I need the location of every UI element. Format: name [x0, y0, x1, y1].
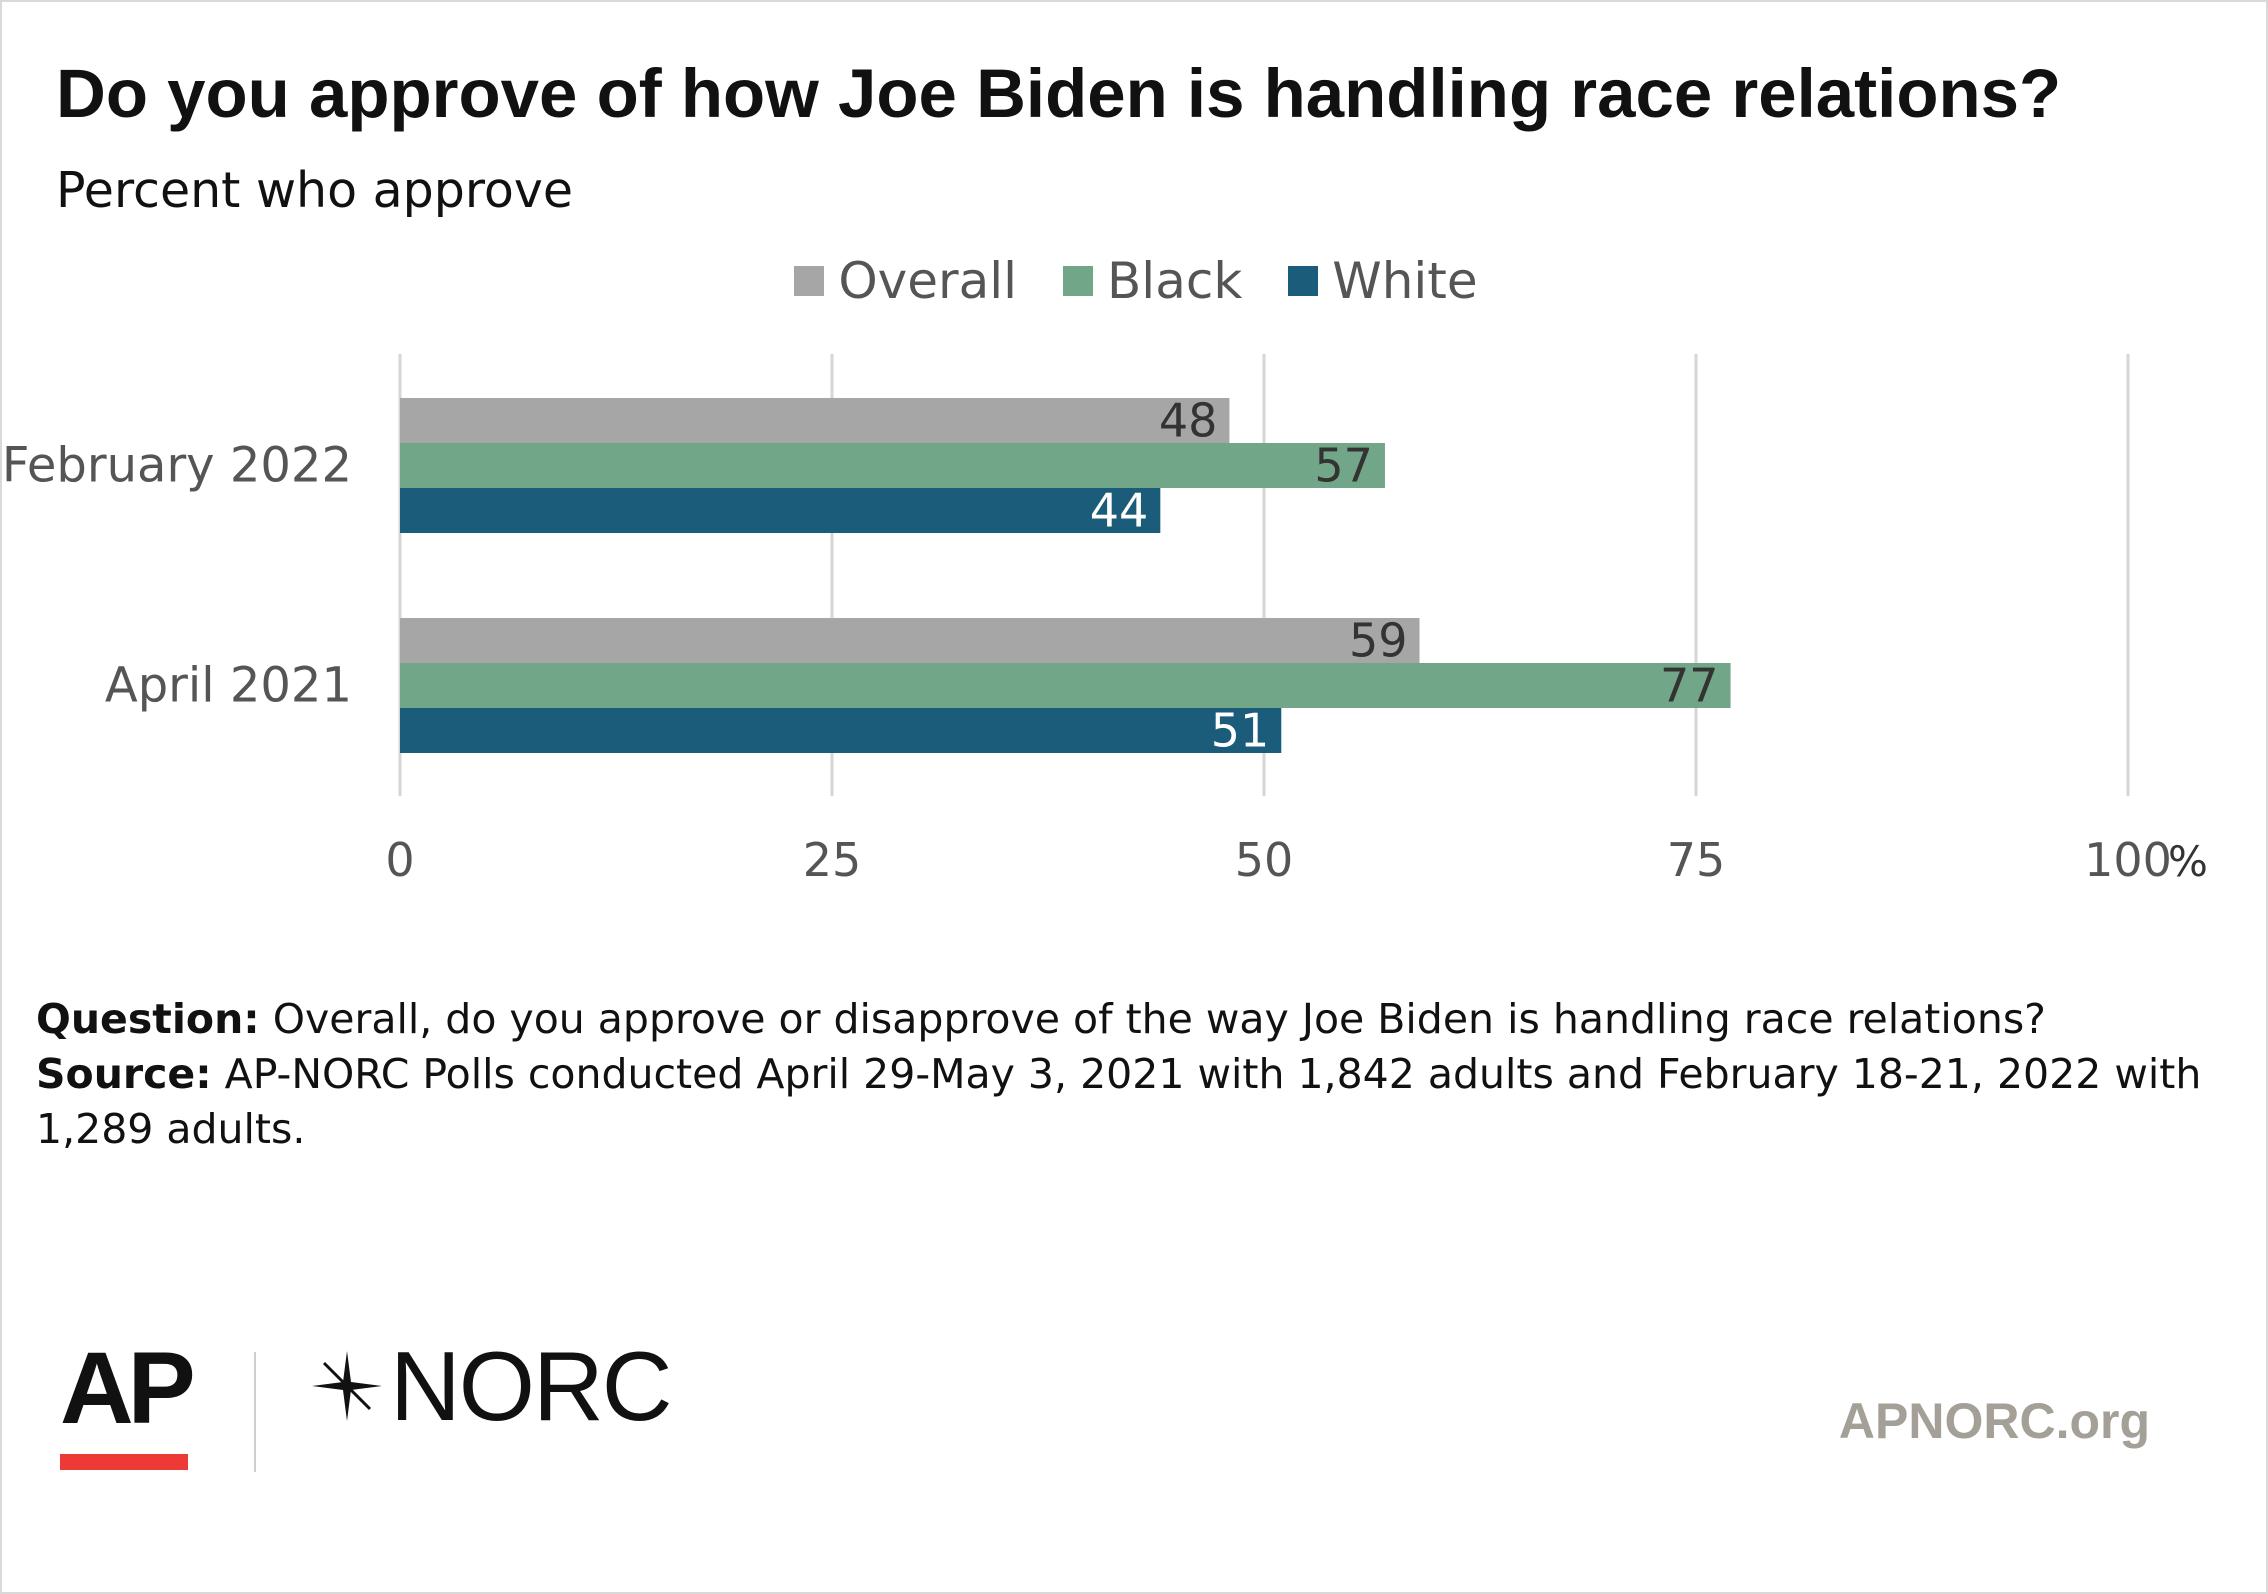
legend-swatch-black	[1063, 266, 1093, 296]
data-label: 57	[1314, 439, 1373, 493]
ap-logo-underline	[60, 1454, 188, 1470]
legend-item-white: White	[1288, 252, 1478, 310]
x-tick-label: 25	[803, 833, 862, 887]
chart-subtitle: Percent who approve	[56, 162, 574, 219]
data-label: 48	[1159, 394, 1218, 448]
source-text: AP-NORC Polls conducted April 29-May 3, …	[36, 1050, 2202, 1153]
category-label: April 2021	[105, 658, 352, 714]
logo-divider	[254, 1352, 256, 1472]
ap-logo: AP	[60, 1331, 196, 1445]
norc-logo-text: NORC	[390, 1331, 673, 1441]
bar-white	[400, 488, 1161, 533]
legend-item-black: Black	[1063, 252, 1242, 310]
legend-label-black: Black	[1107, 252, 1243, 310]
bar-chart: 0 25 50 75 100% February 2022 48 57 44 April 2021…	[2, 354, 2208, 887]
legend-label-white: White	[1332, 252, 1478, 310]
bar-black	[400, 663, 1731, 708]
question-note: Question: Overall, do you approve or dis…	[36, 992, 2236, 1047]
legend: Overall Black White	[2, 252, 2268, 310]
question-text: Overall, do you approve or disapprove of…	[259, 995, 2046, 1043]
x-tick-label: 75	[1667, 833, 1726, 887]
data-label: 77	[1660, 659, 1719, 713]
x-unit-label: %	[2168, 837, 2208, 886]
x-tick-label: 100	[2084, 833, 2172, 887]
bar-black	[400, 443, 1385, 488]
legend-swatch-white	[1288, 266, 1319, 296]
legend-item-overall: Overall	[794, 252, 1017, 310]
source-label: Source:	[36, 1050, 212, 1098]
chart-notes: Question: Overall, do you approve or dis…	[36, 992, 2236, 1157]
chart-title: Do you approve of how Joe Biden is handl…	[56, 55, 2062, 132]
x-tick-label: 0	[385, 833, 414, 887]
norc-logo: NORC	[310, 1331, 673, 1441]
data-label: 44	[1090, 484, 1149, 538]
data-label: 51	[1211, 704, 1270, 758]
source-note: Source: AP-NORC Polls conducted April 29…	[36, 1047, 2236, 1157]
norc-star-icon	[312, 1351, 382, 1421]
legend-label-overall: Overall	[838, 252, 1017, 310]
bar-overall	[400, 618, 1420, 663]
x-tick-label: 50	[1235, 833, 1294, 887]
category-label: February 2022	[2, 438, 352, 494]
site-link[interactable]: APNORC.org	[1838, 1393, 2150, 1449]
bar-white	[400, 708, 1282, 753]
legend-swatch-overall	[794, 266, 825, 296]
bar-overall	[400, 398, 1230, 443]
question-label: Question:	[36, 995, 260, 1043]
data-label: 59	[1349, 614, 1408, 668]
